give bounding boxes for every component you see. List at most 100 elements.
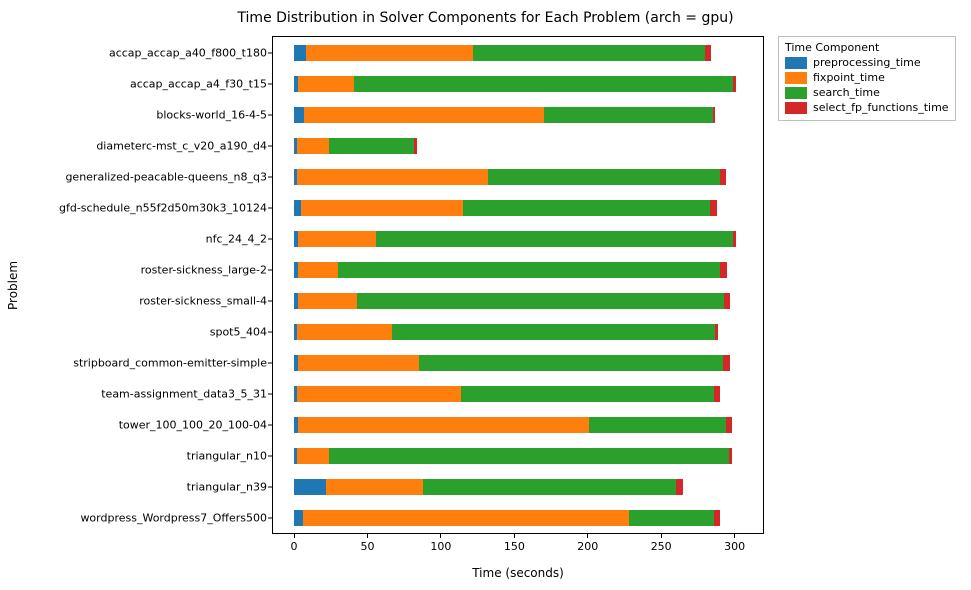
legend: Time Component preprocessing_time fixpoi… (778, 36, 956, 121)
bar-segment-select_fp_functions_time (733, 231, 736, 247)
bar-segment-preprocessing_time (294, 107, 304, 123)
axis-right-spine (763, 36, 764, 534)
x-axis-label: Time (seconds) (272, 566, 764, 580)
y-tick-mark (268, 300, 272, 301)
y-tick-mark (268, 362, 272, 363)
bar-row (294, 386, 720, 402)
bar-segment-select_fp_functions_time (723, 355, 730, 371)
bar-segment-search_time (329, 448, 728, 464)
bar-segment-search_time (544, 107, 713, 123)
legend-swatch-preprocessing (785, 57, 807, 69)
bar-row (294, 448, 732, 464)
y-tick-mark (268, 83, 272, 84)
bar-segment-select_fp_functions_time (720, 169, 726, 185)
bar-segment-search_time (338, 262, 720, 278)
legend-label: select_fp_functions_time (813, 101, 949, 114)
x-tick-label: 50 (360, 540, 374, 553)
bar-segment-select_fp_functions_time (705, 45, 711, 61)
bar-segment-fixpoint_time (298, 293, 357, 309)
legend-swatch-fixpoint (785, 72, 807, 84)
bar-row (294, 45, 711, 61)
bar-row (294, 231, 736, 247)
y-tick-label: accap_accap_a40_f800_t180 (109, 46, 267, 59)
y-tick-mark (268, 207, 272, 208)
bar-segment-search_time (629, 510, 714, 526)
bar-segment-search_time (473, 45, 705, 61)
bar-row (294, 76, 736, 92)
x-tick-mark (294, 534, 295, 538)
bar-row (294, 169, 726, 185)
y-tick-mark (268, 238, 272, 239)
bar-segment-search_time (488, 169, 720, 185)
x-tick-label: 150 (504, 540, 525, 553)
y-tick-label: stripboard_common-emitter-simple (73, 356, 267, 369)
y-tick-mark (268, 455, 272, 456)
bar-row (294, 262, 727, 278)
x-tick-mark (661, 534, 662, 538)
bar-segment-fixpoint_time (297, 386, 461, 402)
bar-segment-fixpoint_time (304, 107, 543, 123)
legend-label: search_time (813, 86, 880, 99)
y-tick-mark (268, 486, 272, 487)
legend-swatch-selectfp (785, 102, 807, 114)
bar-row (294, 417, 732, 433)
bar-segment-search_time (461, 386, 714, 402)
bar-segment-search_time (329, 138, 414, 154)
y-tick-label: triangular_n39 (187, 480, 267, 493)
bar-segment-fixpoint_time (298, 76, 354, 92)
bar-segment-fixpoint_time (301, 200, 463, 216)
y-axis-label: Problem (6, 36, 20, 534)
bar-segment-fixpoint_time (298, 355, 418, 371)
bar-segment-search_time (423, 479, 676, 495)
bar-segment-preprocessing_time (294, 45, 306, 61)
y-tick-label: gfd-schedule_n55f2d50m30k3_10124 (59, 201, 267, 214)
y-tick-label: spot5_404 (210, 325, 267, 338)
axis-left-spine (272, 36, 273, 534)
y-tick-mark (268, 393, 272, 394)
bar-segment-select_fp_functions_time (710, 200, 717, 216)
y-tick-label: nfc_24_4_2 (206, 232, 267, 245)
bar-row (294, 293, 730, 309)
bar-segment-select_fp_functions_time (720, 262, 727, 278)
y-tick-mark (268, 331, 272, 332)
bar-segment-select_fp_functions_time (714, 510, 720, 526)
bar-segment-select_fp_functions_time (733, 76, 736, 92)
x-tick-label: 200 (577, 540, 598, 553)
bar-segment-select_fp_functions_time (676, 479, 683, 495)
bar-row (294, 107, 715, 123)
bar-row (294, 324, 718, 340)
bar-row (294, 510, 720, 526)
plot-area (272, 36, 764, 534)
y-tick-label: accap_accap_a4_f30_t15 (130, 77, 267, 90)
bar-segment-select_fp_functions_time (714, 386, 720, 402)
bar-segment-fixpoint_time (326, 479, 423, 495)
x-tick-mark (440, 534, 441, 538)
bar-segment-preprocessing_time (294, 510, 303, 526)
bar-segment-search_time (392, 324, 715, 340)
axis-bottom-spine (272, 533, 764, 534)
x-tick-label: 300 (724, 540, 745, 553)
bar-segment-select_fp_functions_time (729, 448, 732, 464)
y-tick-mark (268, 517, 272, 518)
legend-item-search: search_time (785, 86, 949, 99)
bar-segment-select_fp_functions_time (713, 107, 716, 123)
bar-row (294, 479, 683, 495)
y-tick-label: blocks-world_16-4-5 (156, 108, 267, 121)
bar-segment-fixpoint_time (303, 510, 629, 526)
bar-segment-search_time (589, 417, 726, 433)
bar-row (294, 138, 417, 154)
legend-item-preprocessing: preprocessing_time (785, 56, 949, 69)
bar-segment-select_fp_functions_time (414, 138, 417, 154)
y-tick-label: roster-sickness_small-4 (139, 294, 267, 307)
bar-segment-preprocessing_time (294, 200, 301, 216)
x-tick-mark (587, 534, 588, 538)
y-tick-mark (268, 145, 272, 146)
y-tick-mark (268, 176, 272, 177)
bar-segment-fixpoint_time (297, 169, 488, 185)
x-tick-label: 250 (651, 540, 672, 553)
bar-segment-preprocessing_time (294, 479, 326, 495)
bar-segment-fixpoint_time (297, 138, 329, 154)
y-tick-label: diameterc-mst_c_v20_a190_d4 (96, 139, 267, 152)
y-tick-label: tower_100_100_20_100-04 (119, 418, 267, 431)
bar-segment-fixpoint_time (298, 417, 589, 433)
